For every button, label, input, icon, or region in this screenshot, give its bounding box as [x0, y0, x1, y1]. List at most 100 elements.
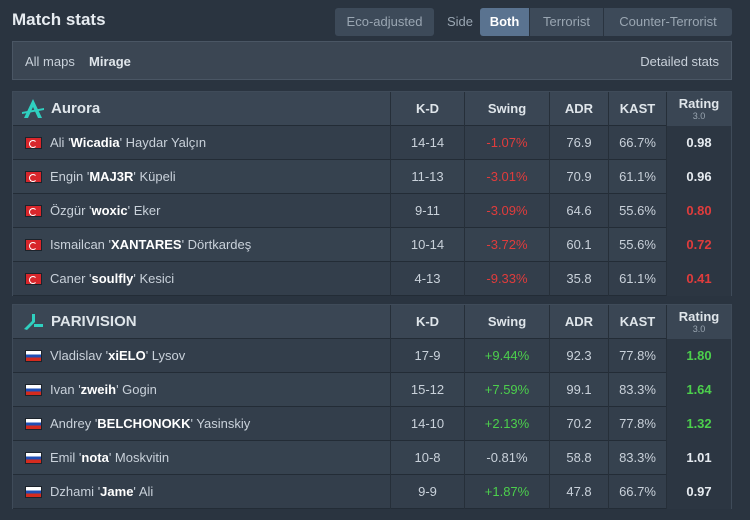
player-row[interactable]: Dzhami 'Jame' Ali 9-9 +1.87% 47.8 66.7% 0.97 — [13, 475, 731, 509]
player-name-link[interactable]: Ismailcan 'XANTARES' Dörtkardeş — [50, 237, 252, 252]
adr-cell: 70.9 — [549, 160, 608, 194]
russia-flag-icon — [25, 384, 42, 396]
column-header-kast[interactable]: KAST — [608, 92, 666, 126]
team-name[interactable]: PARIVISION — [51, 313, 137, 330]
map-tab-all-maps[interactable]: All maps — [25, 54, 75, 69]
kd-cell: 14-14 — [390, 126, 464, 160]
player-first-name: Engin — [50, 169, 84, 184]
detailed-stats-link[interactable]: Detailed stats — [640, 54, 719, 69]
aurora-logo-icon — [22, 99, 44, 118]
column-header-rating[interactable]: Rating 3.0 — [666, 305, 731, 339]
adr-cell: 60.1 — [549, 228, 608, 262]
kd-cell: 14-10 — [390, 407, 464, 441]
player-name-link[interactable]: Özgür 'woxic' Eker — [50, 203, 161, 218]
adr-cell: 64.6 — [549, 194, 608, 228]
player-last-name: Lysov — [151, 348, 186, 363]
side-label: Side — [447, 14, 474, 29]
adr-cell: 58.8 — [549, 441, 608, 475]
player-nickname: XANTARES — [111, 237, 182, 252]
rating-cell: 1.32 — [666, 407, 731, 441]
rating-cell: 1.01 — [666, 441, 731, 475]
rating-version: 3.0 — [692, 111, 706, 121]
player-name-link[interactable]: Andrey 'BELCHONOKK' Yasinskiy — [50, 416, 251, 431]
map-selector-bar: All maps Mirage Detailed stats — [12, 41, 732, 80]
player-last-name: Dörtkardeş — [187, 237, 252, 252]
column-header-rating[interactable]: Rating 3.0 — [666, 92, 731, 126]
player-last-name: Moskvitin — [114, 450, 170, 465]
kd-cell: 17-9 — [390, 339, 464, 373]
player-name-link[interactable]: Emil 'nota' Moskvitin — [50, 450, 170, 465]
adr-cell: 76.9 — [549, 126, 608, 160]
player-nickname: Wicadia — [70, 135, 120, 150]
kast-cell: 55.6% — [608, 228, 666, 262]
kast-cell: 61.1% — [608, 262, 666, 296]
turkey-flag-icon — [25, 137, 42, 149]
rating-label: Rating — [678, 309, 720, 324]
player-row[interactable]: Ivan 'zweih' Gogin 15-12 +7.59% 99.1 83.3% 1.… — [13, 373, 731, 407]
kast-cell: 66.7% — [608, 475, 666, 509]
adr-cell: 70.2 — [549, 407, 608, 441]
kast-cell: 66.7% — [608, 126, 666, 160]
player-row[interactable]: Ismailcan 'XANTARES' Dörtkardeş 10-14 -3.7… — [13, 228, 731, 262]
turkey-flag-icon — [25, 273, 42, 285]
column-header-kd[interactable]: K-D — [390, 92, 464, 126]
player-last-name: Haydar Yalçın — [125, 135, 207, 150]
turkey-flag-icon — [25, 239, 42, 251]
column-header-swing[interactable]: Swing — [464, 305, 549, 339]
column-header-swing[interactable]: Swing — [464, 92, 549, 126]
rating-label: Rating — [678, 96, 720, 111]
column-header-kd[interactable]: K-D — [390, 305, 464, 339]
player-first-name: Özgür — [50, 203, 86, 218]
player-name-link[interactable]: Dzhami 'Jame' Ali — [50, 484, 154, 499]
player-name-link[interactable]: Ivan 'zweih' Gogin — [50, 382, 157, 397]
column-header-adr[interactable]: ADR — [549, 305, 608, 339]
rating-cell: 0.96 — [666, 160, 731, 194]
kd-cell: 9-11 — [390, 194, 464, 228]
player-nickname: zweih — [80, 382, 117, 397]
player-first-name: Caner — [50, 271, 86, 286]
team-table-parivision: PARIVISION K-D Swing ADR KAST Rating 3.0… — [12, 304, 732, 509]
russia-flag-icon — [25, 486, 42, 498]
player-last-name: Eker — [133, 203, 161, 218]
player-nickname: soulfly — [91, 271, 134, 286]
side-tab-both[interactable]: Both — [480, 8, 529, 36]
eco-adjusted-toggle[interactable]: Eco-adjusted — [335, 8, 434, 36]
swing-cell: -1.07% — [464, 126, 549, 160]
rating-cell: 1.80 — [666, 339, 731, 373]
rating-cell: 0.80 — [666, 194, 731, 228]
kast-cell: 77.8% — [608, 407, 666, 441]
player-row[interactable]: Engin 'MAJ3R' Küpeli 11-13 -3.01% 70.9 61.1%… — [13, 160, 731, 194]
player-row[interactable]: Caner 'soulfly' Kesici 4-13 -9.33% 35.8 61.1… — [13, 262, 731, 296]
player-name-link[interactable]: Engin 'MAJ3R' Küpeli — [50, 169, 176, 184]
adr-cell: 92.3 — [549, 339, 608, 373]
team-name[interactable]: Aurora — [51, 100, 101, 117]
swing-cell: -3.09% — [464, 194, 549, 228]
page-title: Match stats — [12, 10, 106, 29]
player-row[interactable]: Andrey 'BELCHONOKK' Yasinskiy 14-10 +2.13%… — [13, 407, 731, 441]
rating-cell: 0.41 — [666, 262, 731, 296]
player-row[interactable]: Vladislav 'xiELO' Lysov 17-9 +9.44% 92.3 77.… — [13, 339, 731, 373]
player-first-name: Ali — [50, 135, 65, 150]
player-name-link[interactable]: Caner 'soulfly' Kesici — [50, 271, 175, 286]
side-tab-counter-terrorist[interactable]: Counter-Terrorist — [604, 8, 732, 36]
column-header-kast[interactable]: KAST — [608, 305, 666, 339]
player-last-name: Küpeli — [139, 169, 176, 184]
player-row[interactable]: Ali 'Wicadia' Haydar Yalçın 14-14 -1.07% 76… — [13, 126, 731, 160]
player-row[interactable]: Özgür 'woxic' Eker 9-11 -3.09% 64.6 55.6% 0.8… — [13, 194, 731, 228]
player-last-name: Gogin — [122, 382, 157, 397]
rating-version: 3.0 — [692, 324, 706, 334]
adr-cell: 47.8 — [549, 475, 608, 509]
russia-flag-icon — [25, 350, 42, 362]
swing-cell: -9.33% — [464, 262, 549, 296]
player-first-name: Andrey — [50, 416, 92, 431]
player-name-link[interactable]: Vladislav 'xiELO' Lysov — [50, 348, 186, 363]
kd-cell: 15-12 — [390, 373, 464, 407]
column-header-adr[interactable]: ADR — [549, 92, 608, 126]
player-nickname: woxic — [91, 203, 128, 218]
map-tab-mirage[interactable]: Mirage — [89, 54, 131, 69]
side-tab-terrorist[interactable]: Terrorist — [530, 8, 603, 36]
player-row[interactable]: Emil 'nota' Moskvitin 10-8 -0.81% 58.8 83.3%… — [13, 441, 731, 475]
kast-cell: 83.3% — [608, 441, 666, 475]
player-name-link[interactable]: Ali 'Wicadia' Haydar Yalçın — [50, 135, 207, 150]
turkey-flag-icon — [25, 205, 42, 217]
